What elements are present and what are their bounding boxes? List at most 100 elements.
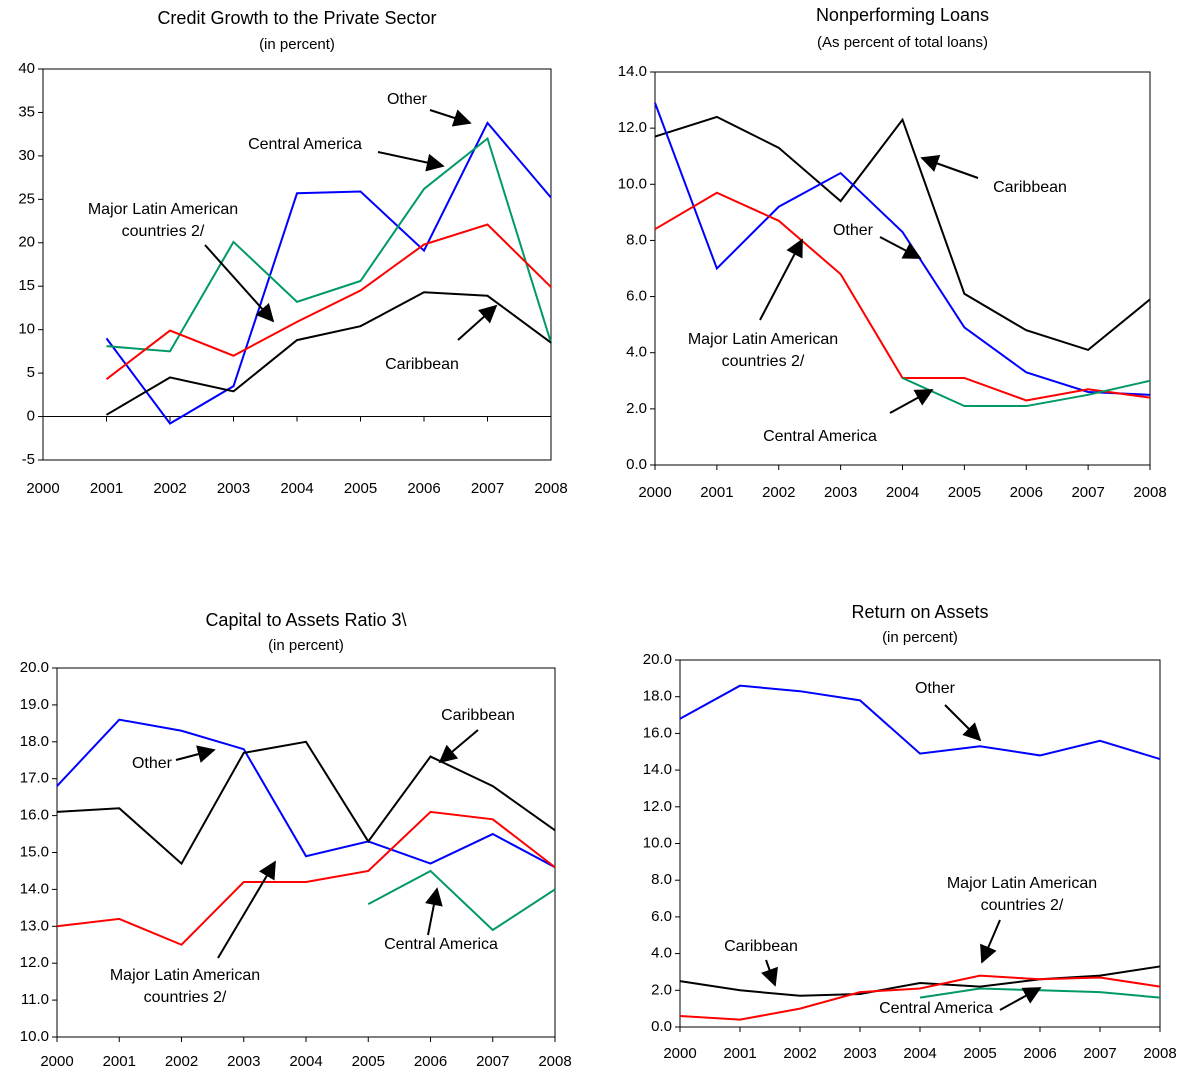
annotation-arrow	[889, 389, 934, 414]
x-tick-label: 2008	[538, 1053, 571, 1070]
x-tick-label: 2005	[963, 1045, 996, 1062]
x-tick-label: 2004	[903, 1045, 936, 1062]
chart-title: Credit Growth to the Private Sector	[157, 8, 436, 28]
annotation: countries 2/	[144, 989, 227, 1006]
y-tick-label: 14.0	[618, 63, 647, 80]
series-line	[105, 121, 552, 425]
series-line	[679, 974, 1161, 1021]
y-tick-label: 10.0	[643, 834, 672, 851]
x-tick-label: 2002	[153, 480, 186, 497]
y-tick-label: 35	[18, 103, 35, 120]
y-tick-label: 15.0	[20, 843, 49, 860]
y-tick-label: 14.0	[643, 761, 672, 778]
x-tick-label: 2005	[352, 1053, 385, 1070]
y-tick-label: 8.0	[651, 871, 672, 888]
x-tick-label: 2005	[344, 480, 377, 497]
y-tick-label: -5	[22, 451, 35, 468]
y-tick-label: 11.0	[21, 991, 49, 1008]
x-tick-label: 2002	[165, 1053, 198, 1070]
series-line	[679, 684, 1161, 761]
x-tick-label: 2000	[663, 1045, 696, 1062]
y-tick-label: 20.0	[20, 659, 49, 676]
x-tick-label: 2002	[762, 484, 795, 501]
annotation: Caribbean	[385, 356, 459, 373]
chart-title: Return on Assets	[851, 602, 988, 622]
series-line	[56, 810, 556, 946]
x-tick-label: 2007	[1083, 1045, 1116, 1062]
annotation: Other	[132, 755, 173, 772]
x-tick-label: 2001	[103, 1053, 136, 1070]
chart-subtitle: (in percent)	[268, 637, 344, 654]
x-tick-label: 2001	[700, 484, 733, 501]
annotation: Other	[833, 222, 874, 239]
series-line	[919, 987, 1161, 999]
y-tick-label: 2.0	[626, 400, 647, 417]
series-line	[679, 965, 1161, 997]
x-tick-label: 2007	[471, 480, 504, 497]
y-tick-label: 14.0	[20, 880, 49, 897]
x-tick-label: 2003	[843, 1045, 876, 1062]
x-tick-label: 2007	[476, 1053, 509, 1070]
annotation: Central America	[384, 936, 498, 953]
annotation-arrow	[438, 729, 479, 764]
annotation: Major Latin American	[947, 875, 1097, 892]
annotation-arrow	[457, 304, 498, 341]
x-tick-label: 2003	[217, 480, 250, 497]
annotation-arrow	[980, 919, 1001, 964]
y-tick-label: 17.0	[20, 770, 49, 787]
series-line	[654, 102, 1151, 396]
y-tick-label: 16.0	[20, 807, 49, 824]
y-tick-label: 8.0	[626, 231, 647, 248]
y-tick-label: 6.0	[651, 908, 672, 925]
y-tick-label: 13.0	[20, 917, 49, 934]
annotation-arrow	[879, 236, 922, 259]
y-tick-label: 20	[18, 234, 35, 251]
annotation-arrow	[920, 154, 979, 179]
y-tick-label: 25	[18, 190, 35, 207]
x-tick-label: 2004	[289, 1053, 322, 1070]
x-tick-label: 2008	[534, 480, 567, 497]
annotation: Central America	[763, 428, 877, 445]
x-tick-label: 2003	[227, 1053, 260, 1070]
annotation: Caribbean	[724, 938, 798, 955]
chart-subtitle: (in percent)	[882, 629, 958, 646]
x-tick-label: 2004	[280, 480, 313, 497]
x-tick-label: 2004	[886, 484, 919, 501]
series-line	[56, 718, 556, 869]
y-tick-label: 12.0	[20, 954, 49, 971]
y-tick-label: 18.0	[643, 688, 672, 705]
annotation: Central America	[248, 136, 362, 153]
x-tick-label: 2007	[1071, 484, 1104, 501]
x-tick-label: 2006	[414, 1053, 447, 1070]
series-line	[654, 115, 1151, 352]
annotation: Other	[915, 680, 956, 697]
chart-title: Capital to Assets Ratio 3\	[205, 610, 406, 630]
y-tick-label: 20.0	[643, 651, 672, 668]
plot-frame	[42, 68, 552, 461]
annotation: Other	[387, 91, 428, 108]
annotation: countries 2/	[981, 897, 1064, 914]
x-tick-label: 2005	[948, 484, 981, 501]
annotation-arrow	[425, 887, 443, 936]
chart-subtitle: (in percent)	[259, 36, 335, 53]
series-line	[106, 136, 552, 353]
series-line	[105, 223, 552, 380]
annotation: countries 2/	[722, 353, 805, 370]
y-tick-label: 0.0	[626, 456, 647, 473]
x-tick-label: 2008	[1133, 484, 1166, 501]
x-tick-label: 2000	[638, 484, 671, 501]
chart-subtitle: (As percent of total loans)	[817, 34, 988, 51]
annotation-arrow	[175, 745, 216, 763]
series-line	[902, 377, 1151, 408]
annotation: Major Latin American	[110, 967, 260, 984]
y-tick-label: 12.0	[643, 798, 672, 815]
y-tick-label: 40	[18, 60, 35, 77]
annotation: Caribbean	[993, 179, 1067, 196]
annotation: Major Latin American	[88, 201, 238, 218]
annotation-arrow	[944, 704, 982, 742]
x-tick-label: 2001	[723, 1045, 756, 1062]
y-tick-label: 16.0	[643, 724, 672, 741]
y-tick-label: 0.0	[651, 1018, 672, 1035]
series-line	[105, 291, 552, 416]
